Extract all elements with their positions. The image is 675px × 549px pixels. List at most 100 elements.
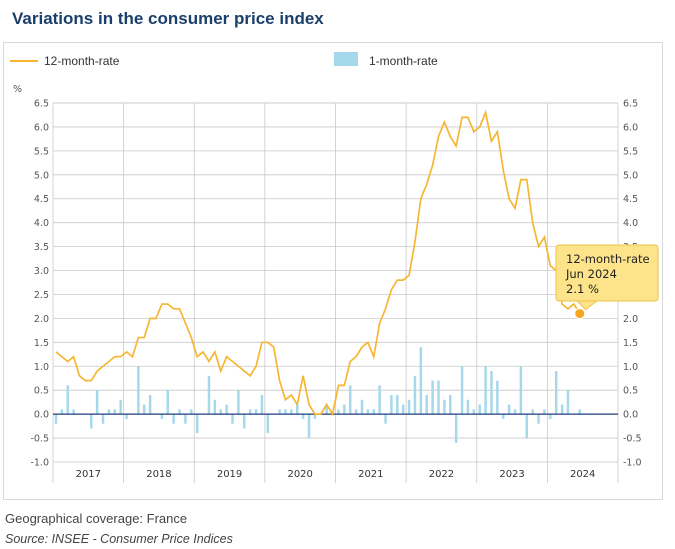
bar-1-month[interactable] xyxy=(66,385,69,415)
bar-1-month[interactable] xyxy=(560,404,564,415)
bar-1-month[interactable] xyxy=(219,409,222,415)
bar-1-month[interactable] xyxy=(554,371,558,415)
bar-1-month[interactable] xyxy=(390,394,393,415)
bar-1-month[interactable] xyxy=(125,414,128,419)
y-tick-label-left: 5.5 xyxy=(34,146,49,157)
bar-1-month[interactable] xyxy=(419,347,423,415)
bar-1-month[interactable] xyxy=(260,394,264,415)
bar-1-month[interactable] xyxy=(301,414,305,419)
bar-1-month[interactable] xyxy=(543,409,546,415)
bar-1-month[interactable] xyxy=(407,399,411,415)
x-tick-label-year: 2023 xyxy=(499,469,524,480)
bar-1-month[interactable] xyxy=(284,409,287,415)
bar-1-month[interactable] xyxy=(254,409,258,415)
y-tick-label-right: -1.0 xyxy=(623,458,642,469)
bar-1-month[interactable] xyxy=(290,409,293,415)
bar-1-month[interactable] xyxy=(549,414,552,419)
bar-1-month[interactable] xyxy=(378,385,381,415)
bar-series-1-month[interactable] xyxy=(54,347,581,443)
y-tick-label-right: 1.5 xyxy=(623,338,638,349)
bar-1-month[interactable] xyxy=(566,390,570,415)
y-tick-label-right: 0.5 xyxy=(623,386,638,397)
bar-1-month[interactable] xyxy=(354,409,358,415)
bar-1-month[interactable] xyxy=(384,414,387,424)
bar-1-month[interactable] xyxy=(107,409,111,415)
legend-label-12-month[interactable]: 12-month-rate xyxy=(44,54,120,68)
bar-1-month[interactable] xyxy=(478,404,481,415)
bar-1-month[interactable] xyxy=(513,409,517,415)
line-series-12-month[interactable] xyxy=(55,109,581,417)
bar-1-month[interactable] xyxy=(496,380,499,415)
bar-1-month[interactable] xyxy=(325,404,328,415)
bar-1-month[interactable] xyxy=(366,409,370,415)
bar-1-month[interactable] xyxy=(443,399,446,415)
bar-1-month[interactable] xyxy=(95,390,99,415)
bar-1-month[interactable] xyxy=(172,414,175,424)
bar-1-month[interactable] xyxy=(449,394,452,415)
chart-panel: 12-month-rate 1-month-rate % 6.5 6.0 5.5 5.… xyxy=(3,42,663,500)
bar-1-month[interactable] xyxy=(337,409,340,415)
bar-1-month[interactable] xyxy=(431,380,434,415)
cpi-chart[interactable]: 12-month-rate 1-month-rate % 6.5 6.0 5.5 5.… xyxy=(4,43,662,499)
bar-1-month[interactable] xyxy=(266,414,270,434)
bar-1-month[interactable] xyxy=(313,414,317,419)
bar-1-month[interactable] xyxy=(195,414,199,434)
bar-1-month[interactable] xyxy=(472,409,476,415)
bar-1-month[interactable] xyxy=(119,399,122,415)
bar-1-month[interactable] xyxy=(278,409,281,415)
bar-1-month[interactable] xyxy=(90,414,93,429)
bar-1-month[interactable] xyxy=(466,399,470,415)
bar-1-month[interactable] xyxy=(225,404,228,415)
bar-1-month[interactable] xyxy=(360,399,364,415)
bar-1-month[interactable] xyxy=(142,404,146,415)
bar-1-month[interactable] xyxy=(166,390,170,415)
bar-1-month[interactable] xyxy=(425,394,428,415)
bar-1-month[interactable] xyxy=(501,414,505,419)
y-tick-label-left: 4.5 xyxy=(34,194,49,205)
bar-1-month[interactable] xyxy=(160,414,164,419)
bar-1-month[interactable] xyxy=(372,409,375,415)
highlighted-point-marker[interactable] xyxy=(574,308,586,320)
bar-1-month[interactable] xyxy=(525,414,529,439)
bar-1-month[interactable] xyxy=(243,414,246,429)
bar-1-month[interactable] xyxy=(401,404,405,415)
bar-1-month[interactable] xyxy=(343,404,346,415)
bar-1-month[interactable] xyxy=(72,409,75,415)
bar-1-month[interactable] xyxy=(60,409,64,415)
y-tick-label-right: 2.0 xyxy=(623,314,638,325)
bar-1-month[interactable] xyxy=(578,409,581,415)
bar-1-month[interactable] xyxy=(101,414,105,424)
bar-1-month[interactable] xyxy=(148,394,152,415)
bar-1-month[interactable] xyxy=(237,390,240,415)
bar-1-month[interactable] xyxy=(213,399,217,415)
y-tick-label-left: 2.0 xyxy=(34,314,49,325)
bar-1-month[interactable] xyxy=(113,409,117,415)
bar-1-month[interactable] xyxy=(348,385,352,415)
legend-label-1-month[interactable]: 1-month-rate xyxy=(369,54,438,68)
bar-1-month[interactable] xyxy=(296,404,299,415)
bar-1-month[interactable] xyxy=(537,414,540,424)
bar-1-month[interactable] xyxy=(184,414,187,424)
bar-1-month[interactable] xyxy=(413,375,417,415)
y-tick-label-right: 0.0 xyxy=(623,410,638,421)
bar-1-month[interactable] xyxy=(454,414,458,443)
bar-1-month[interactable] xyxy=(178,409,181,415)
bar-1-month[interactable] xyxy=(307,414,311,439)
bar-1-month[interactable] xyxy=(531,409,534,415)
bar-1-month[interactable] xyxy=(207,375,211,415)
bar-1-month[interactable] xyxy=(460,366,464,415)
bar-1-month[interactable] xyxy=(231,414,234,424)
bar-1-month[interactable] xyxy=(484,366,487,415)
bar-1-month[interactable] xyxy=(137,366,140,415)
bar-1-month[interactable] xyxy=(519,366,523,415)
bar-1-month[interactable] xyxy=(54,414,58,424)
bar-1-month[interactable] xyxy=(507,404,511,415)
bar-1-month[interactable] xyxy=(190,409,193,415)
bar-1-month[interactable] xyxy=(248,409,252,415)
bar-1-month[interactable] xyxy=(490,371,493,415)
x-tick-label-year: 2018 xyxy=(146,469,171,480)
bar-1-month[interactable] xyxy=(396,394,399,415)
y-tick-label-left: 3.5 xyxy=(34,242,49,253)
y-tick-label-right: 6.0 xyxy=(623,122,638,133)
bar-1-month[interactable] xyxy=(437,380,440,415)
